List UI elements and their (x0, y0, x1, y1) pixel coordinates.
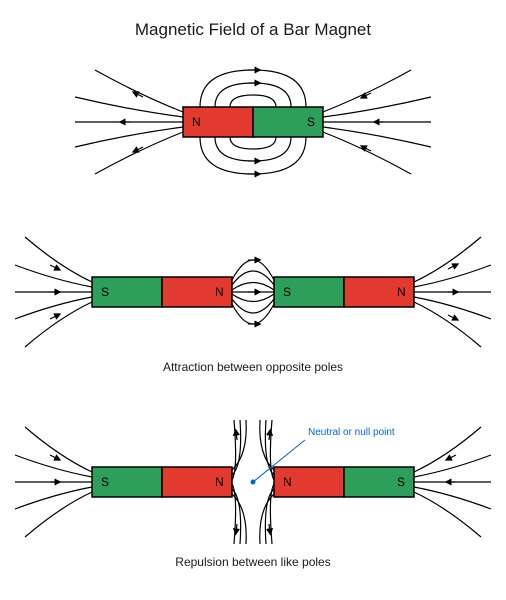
right-magnet: N S (274, 467, 414, 497)
pole-label: N (283, 475, 292, 489)
bar-magnet: N S (183, 107, 323, 137)
left-magnet: S N (92, 467, 232, 497)
pole-label: N (215, 475, 224, 489)
pole-label: S (283, 285, 291, 299)
pole-label: S (101, 475, 109, 489)
page-title: Magnetic Field of a Bar Magnet (0, 0, 506, 40)
pole-label: S (101, 285, 109, 299)
caption-attraction: Attraction between opposite poles (0, 360, 506, 374)
diagram-repulsion: S N N S Neutral or null point (0, 415, 506, 555)
pole-label: N (215, 285, 224, 299)
pole-label-n: N (192, 115, 201, 129)
pole-label: N (397, 285, 406, 299)
right-magnet: S N (274, 277, 414, 307)
pole-label-s: S (307, 115, 315, 129)
null-point-annotation: Neutral or null point (308, 427, 395, 438)
caption-repulsion: Repulsion between like poles (0, 555, 506, 569)
pole-label: S (397, 475, 405, 489)
left-magnet: S N (92, 277, 232, 307)
diagram-attraction: S N S N (0, 225, 506, 365)
diagram-single-magnet: N S (0, 55, 506, 185)
